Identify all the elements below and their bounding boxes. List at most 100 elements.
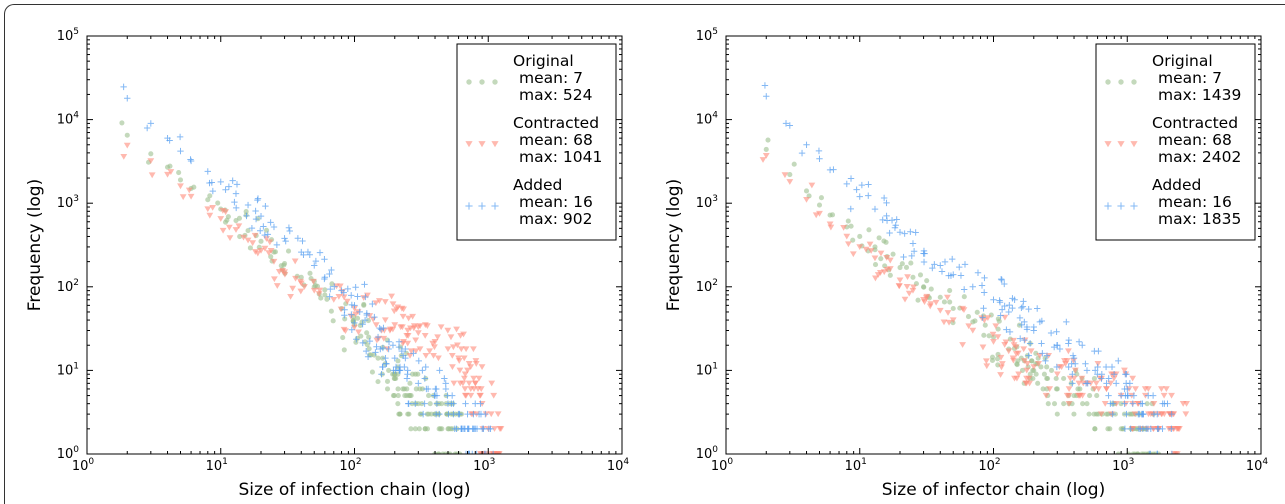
contracted-point xyxy=(1160,392,1168,399)
contracted-point xyxy=(204,206,212,213)
x-tick-label: 101 xyxy=(206,457,228,474)
added-point xyxy=(403,375,411,382)
y-axis-label: Frequency (log) xyxy=(664,179,684,311)
contracted-point xyxy=(910,284,917,291)
original-point xyxy=(375,379,381,385)
original-point xyxy=(803,188,810,194)
contracted-point xyxy=(310,287,318,294)
added-point xyxy=(1023,323,1031,331)
original-point xyxy=(393,375,399,382)
original-point xyxy=(1134,451,1140,454)
original-point xyxy=(947,299,953,305)
contracted-point xyxy=(444,346,452,353)
contracted-point xyxy=(998,361,1006,367)
contracted-point xyxy=(185,187,193,194)
added-point xyxy=(1150,410,1158,418)
contracted-point xyxy=(217,216,225,222)
added-point xyxy=(363,311,370,319)
contracted-point xyxy=(388,293,395,300)
original-point xyxy=(278,263,284,269)
original-point xyxy=(887,272,893,278)
contracted-point xyxy=(266,239,274,246)
original-point xyxy=(857,233,863,240)
contracted-point xyxy=(399,313,407,320)
contracted-point xyxy=(949,317,957,324)
added-point xyxy=(990,296,997,303)
added-point xyxy=(261,231,269,239)
added-point xyxy=(1042,357,1049,365)
contracted-point xyxy=(460,355,468,362)
added-point xyxy=(1127,425,1134,433)
added-point xyxy=(1006,301,1013,309)
contracted-point xyxy=(360,295,368,301)
added-point xyxy=(888,217,896,224)
contracted-point xyxy=(465,380,473,387)
added-point xyxy=(461,425,469,433)
contracted-point xyxy=(457,346,465,353)
added-point xyxy=(120,83,127,91)
added-point xyxy=(405,400,412,407)
y-tick-label: 104 xyxy=(696,111,719,128)
added-point xyxy=(1017,335,1024,342)
added-point xyxy=(847,175,855,182)
contracted-point xyxy=(454,342,461,349)
contracted-point xyxy=(781,172,789,179)
original-point xyxy=(1061,401,1067,407)
added-point xyxy=(412,400,419,407)
added-point xyxy=(341,306,348,313)
contracted-point xyxy=(251,249,259,255)
original-point xyxy=(917,272,924,278)
original-point xyxy=(1094,393,1100,399)
contracted-point xyxy=(281,271,289,278)
added-point xyxy=(1168,410,1175,418)
added-point xyxy=(294,235,302,242)
added-point xyxy=(981,274,988,282)
contracted-point xyxy=(337,306,345,313)
added-point xyxy=(462,450,470,454)
added-point xyxy=(1091,367,1099,374)
contracted-point xyxy=(209,204,217,211)
x-axis-label: Size of infector chain (log) xyxy=(882,480,1105,500)
added-point xyxy=(856,193,863,200)
added-point xyxy=(1069,352,1077,359)
added-point xyxy=(286,227,293,235)
contracted-point xyxy=(1173,426,1181,432)
original-point xyxy=(426,393,432,399)
points-layer xyxy=(119,83,505,454)
added-point xyxy=(477,400,484,407)
contracted-point xyxy=(222,209,230,216)
original-point xyxy=(1051,401,1058,407)
contracted-point xyxy=(422,352,430,359)
original-point xyxy=(986,333,992,339)
added-point xyxy=(1030,327,1037,334)
added-point xyxy=(843,180,850,188)
added-point xyxy=(378,371,385,378)
contracted-point xyxy=(434,334,442,341)
original-point xyxy=(816,202,823,208)
added-point xyxy=(1083,367,1091,374)
original-point xyxy=(268,254,274,260)
contracted-point xyxy=(992,323,1000,330)
added-point xyxy=(1110,371,1118,378)
added-point xyxy=(900,253,907,261)
legend-series-stat: mean: 16 xyxy=(519,193,593,211)
contracted-point xyxy=(409,313,417,320)
added-point xyxy=(433,400,441,407)
contracted-point xyxy=(849,251,857,258)
added-point xyxy=(782,120,790,127)
contracted-point xyxy=(1042,392,1050,399)
contracted-point xyxy=(471,380,479,387)
points-layer xyxy=(759,82,1190,454)
added-point xyxy=(1072,360,1079,367)
contracted-point xyxy=(472,361,480,367)
legend-marker xyxy=(465,141,473,148)
added-point xyxy=(166,137,173,144)
series-contracted xyxy=(120,142,505,454)
added-point xyxy=(401,363,408,371)
contracted-point xyxy=(123,142,131,149)
added-point xyxy=(264,231,272,238)
added-point xyxy=(1082,360,1089,367)
added-point xyxy=(362,293,369,301)
x-tick-label: 102 xyxy=(978,457,1000,474)
contracted-point xyxy=(1121,367,1128,374)
